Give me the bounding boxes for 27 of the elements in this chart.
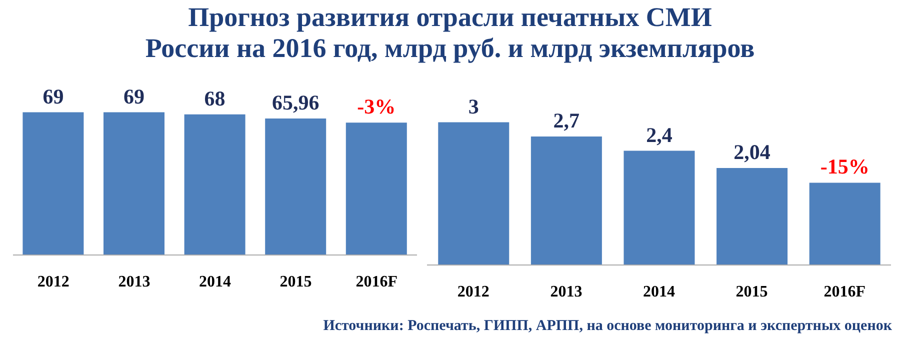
bar xyxy=(624,150,695,265)
x-tick-label: 2016F xyxy=(824,283,866,300)
chart-title: Прогноз развития отрасли печатных СМИ России на 2016 год, млрд руб. и млрд экземпляров xyxy=(144,2,756,64)
x-tick-label: 2012 xyxy=(457,283,490,300)
data-label: 68 xyxy=(204,86,226,110)
x-tick-label: 2015 xyxy=(280,273,312,290)
data-label: 2,4 xyxy=(646,122,673,147)
annotation: -3% xyxy=(357,94,396,119)
bar xyxy=(716,168,788,265)
data-label: 69 xyxy=(123,84,144,108)
bar xyxy=(438,122,510,265)
x-tick-label: 2013 xyxy=(118,273,150,290)
data-label: 69 xyxy=(42,84,64,108)
x-tick-label: 2015 xyxy=(736,283,768,300)
data-label: 2,04 xyxy=(734,140,771,164)
x-tick-label: 2016F xyxy=(356,273,398,290)
data-label: 3 xyxy=(468,94,479,118)
x-tick-label: 2014 xyxy=(643,283,675,300)
bar xyxy=(809,182,880,265)
text: Источники: Роспечать, ГИПП, АРПП, на основе мониторинга и экспертных оценок xyxy=(323,318,892,335)
bar xyxy=(530,136,602,265)
data-label: 65,96 xyxy=(272,90,320,115)
annotation: -15% xyxy=(820,154,870,179)
x-tick-label: 2014 xyxy=(199,273,231,290)
x-tick-label: 2013 xyxy=(550,283,582,300)
data-label: 2,7 xyxy=(553,108,580,133)
x-tick-label: 2012 xyxy=(37,273,70,290)
